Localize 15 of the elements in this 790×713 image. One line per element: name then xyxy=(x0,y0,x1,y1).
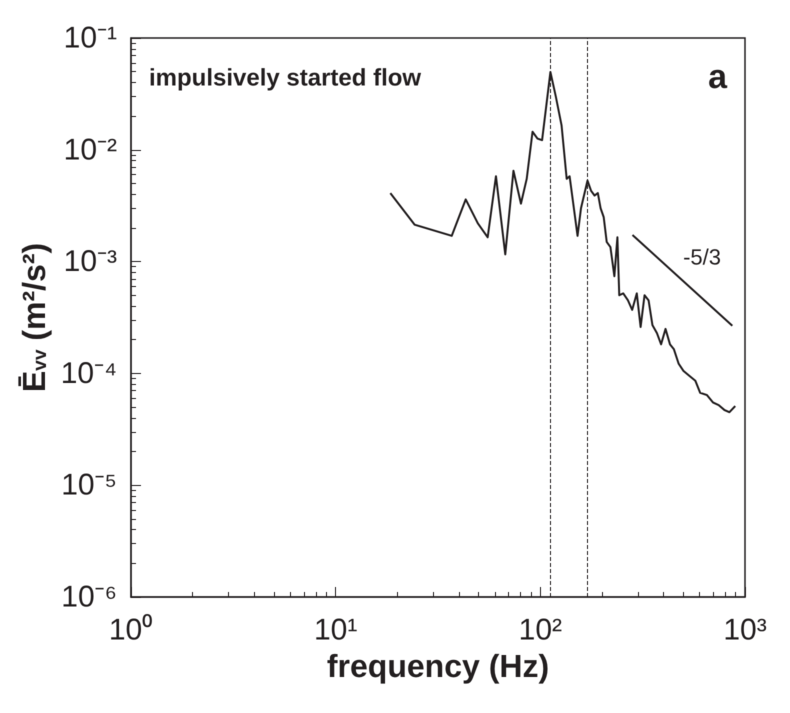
annotation: impulsively started flow xyxy=(149,64,422,92)
annotation: -5/3 xyxy=(683,244,722,270)
y-tick-label: 10⁻³ xyxy=(64,245,118,278)
y-tick-label: 10⁻² xyxy=(64,133,118,166)
y-axis-title: Ēvv (m²/s²) xyxy=(16,242,52,392)
x-tick-label: 10¹ xyxy=(314,614,358,646)
x-tick-label: 10³ xyxy=(723,614,767,646)
annotation: a xyxy=(708,58,728,96)
x-tick-label: 10² xyxy=(518,614,562,646)
y-tick-label: 10⁻⁵ xyxy=(61,468,117,502)
x-axis-title: frequency (Hz) xyxy=(326,648,550,684)
y-tick-label: 10⁻⁴ xyxy=(60,356,117,390)
y-tick-label: 10⁻¹ xyxy=(64,22,118,54)
y-tick-label: 10⁻⁶ xyxy=(61,580,117,614)
x-tick-label: 10⁰ xyxy=(108,614,154,646)
